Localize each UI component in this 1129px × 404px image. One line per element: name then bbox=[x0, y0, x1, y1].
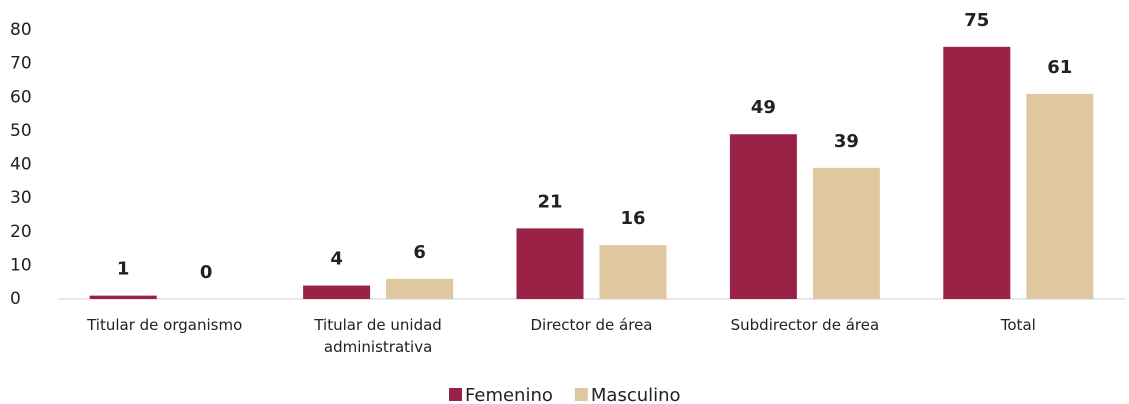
y-tick-label: 80 bbox=[10, 20, 32, 40]
bar bbox=[516, 228, 584, 299]
data-label: 4 bbox=[330, 249, 343, 270]
y-tick-label: 10 bbox=[10, 255, 32, 275]
bar bbox=[729, 134, 797, 299]
bar bbox=[943, 46, 1011, 299]
x-tick-label: Total bbox=[1000, 316, 1036, 334]
data-label: 49 bbox=[751, 97, 776, 118]
bar bbox=[812, 167, 880, 299]
legend-label: Masculino bbox=[591, 385, 681, 404]
legend-swatch bbox=[449, 388, 462, 401]
y-tick-label: 60 bbox=[10, 87, 32, 107]
y-tick-label: 30 bbox=[10, 188, 32, 208]
data-label: 0 bbox=[200, 262, 213, 283]
data-label: 16 bbox=[620, 208, 645, 229]
bar bbox=[1026, 93, 1094, 299]
legend-label: Femenino bbox=[465, 385, 553, 404]
data-label: 39 bbox=[834, 131, 859, 152]
data-label: 61 bbox=[1047, 57, 1072, 78]
y-tick-label: 0 bbox=[10, 289, 21, 309]
data-label: 75 bbox=[964, 10, 989, 31]
y-tick-label: 70 bbox=[10, 54, 32, 74]
y-tick-label: 20 bbox=[10, 222, 32, 242]
x-tick-label: Director de área bbox=[530, 316, 653, 334]
y-tick-label: 40 bbox=[10, 155, 32, 175]
data-label: 21 bbox=[537, 191, 562, 212]
x-tick-label: Subdirector de área bbox=[730, 316, 880, 334]
legend-swatch bbox=[574, 388, 588, 401]
data-label: 6 bbox=[413, 242, 426, 263]
y-tick-label: 50 bbox=[10, 121, 32, 141]
data-label: 1 bbox=[117, 259, 130, 280]
x-tick-label: Titular de unidad administrativa bbox=[314, 316, 442, 356]
bar bbox=[599, 245, 667, 299]
bar bbox=[89, 295, 157, 299]
bar bbox=[386, 278, 454, 299]
x-tick-label: Titular de organismo bbox=[87, 316, 243, 334]
bar bbox=[303, 285, 371, 299]
